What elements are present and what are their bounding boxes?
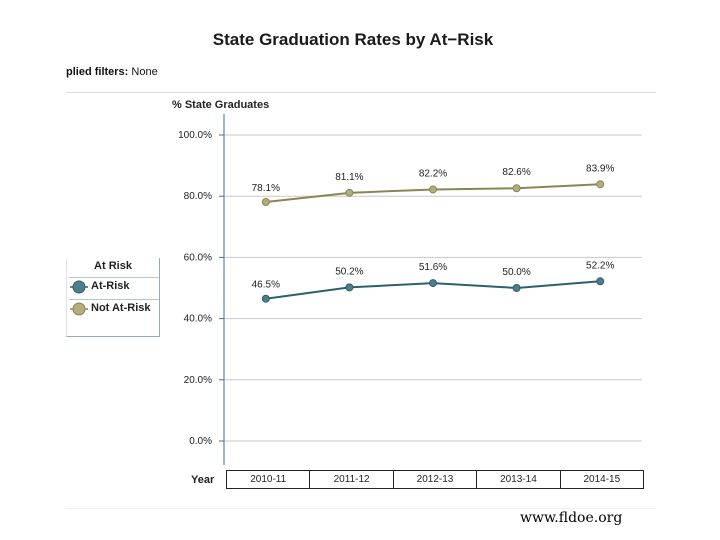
x-tick-label: 2014-15 xyxy=(583,474,621,485)
at-risk-marker-icon xyxy=(70,280,88,294)
x-tick-label: 2013-14 xyxy=(477,471,561,488)
data-point xyxy=(345,283,354,292)
data-point xyxy=(512,284,521,292)
data-label: 78.1% xyxy=(252,183,280,194)
data-label: 51.6% xyxy=(419,262,447,273)
data-label: 46.5% xyxy=(252,280,280,291)
applied-filters: plied filters: None xyxy=(66,66,158,78)
data-label: 52.2% xyxy=(586,260,614,271)
data-point xyxy=(429,279,437,288)
legend-item-at-risk[interactable]: At-Risk xyxy=(69,277,159,296)
data-point xyxy=(596,180,605,189)
watermark: www.fldoe.org xyxy=(520,510,623,526)
panel-divider xyxy=(66,92,656,93)
data-label: 81.1% xyxy=(335,172,363,183)
data-point xyxy=(345,188,354,197)
data-point xyxy=(512,184,521,193)
x-tick-label: 2011-12 xyxy=(310,471,394,488)
data-point xyxy=(429,185,437,194)
y-tick-label: 80.0% xyxy=(184,191,212,202)
x-tick-label: 2010-11 xyxy=(227,471,311,488)
y-tick-label: 60.0% xyxy=(184,252,212,263)
data-label: 82.6% xyxy=(502,167,530,178)
legend-title: At Risk xyxy=(94,260,132,272)
legend-item-label: At-Risk xyxy=(91,280,130,292)
y-tick-label: 40.0% xyxy=(184,314,212,325)
data-point xyxy=(261,198,270,207)
data-point xyxy=(261,294,270,303)
legend-item-label: Not At-Risk xyxy=(91,302,151,314)
y-axis-title: % State Graduates xyxy=(172,99,269,111)
data-point xyxy=(596,277,605,286)
filters-value: None xyxy=(131,66,158,78)
data-label: 82.2% xyxy=(419,168,447,179)
legend-item-not-at-risk[interactable]: Not At-Risk xyxy=(69,299,159,318)
not-at-risk-marker-icon xyxy=(70,302,88,316)
y-tick-label: 20.0% xyxy=(184,375,212,386)
y-tick-label: 100.0% xyxy=(178,130,212,141)
data-label: 50.2% xyxy=(335,266,363,277)
x-tick-label: 2012-13 xyxy=(394,471,478,488)
y-tick-label: 0.0% xyxy=(189,436,212,447)
data-label: 83.9% xyxy=(586,163,614,174)
x-axis-title: Year xyxy=(191,474,215,486)
panel-bottom-divider xyxy=(66,508,656,509)
legend: At Risk At-Risk Not At-Risk xyxy=(66,258,160,337)
page-title: State Graduation Rates by At−Risk xyxy=(212,30,494,49)
filters-label: plied filters: xyxy=(66,66,129,78)
x-axis-categories: 2010-11 2011-12 2012-13 2013-14 2014-15 xyxy=(226,470,644,489)
data-label: 50.0% xyxy=(502,267,530,278)
